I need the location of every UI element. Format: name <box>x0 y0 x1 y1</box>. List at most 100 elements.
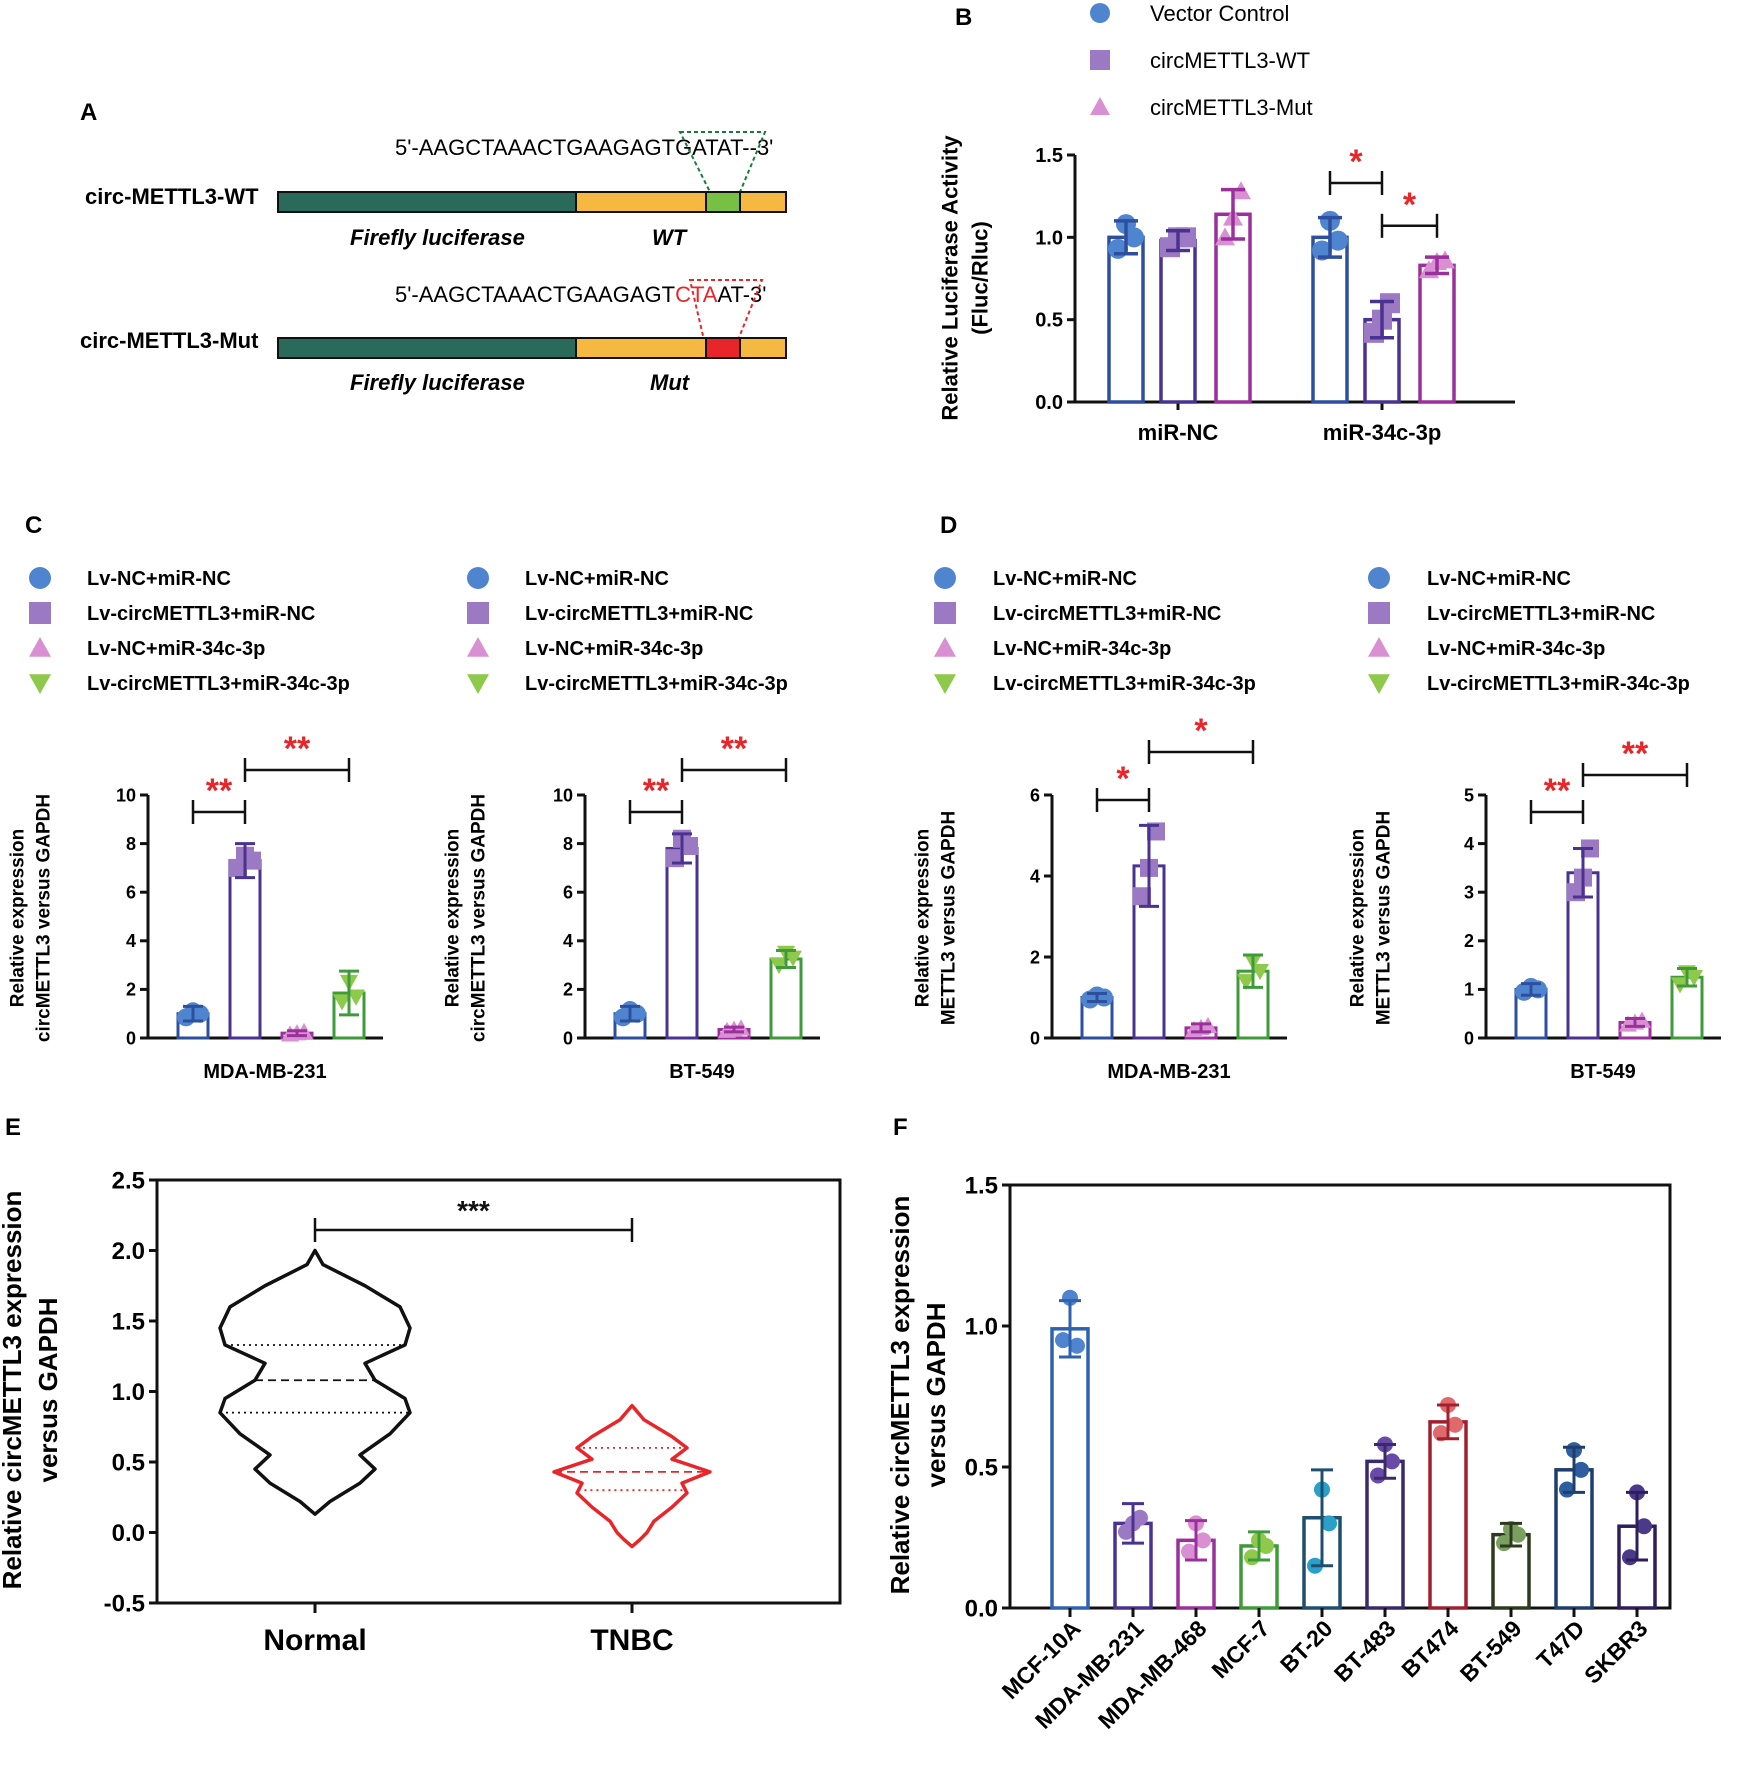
y-tick-label: 8 <box>126 834 136 854</box>
y-tick-label: 0 <box>126 1028 136 1048</box>
wt-utr-segment <box>575 191 707 213</box>
data-point <box>1573 1461 1589 1478</box>
data-point <box>1237 974 1255 991</box>
legend-label: Lv-NC+miR-NC <box>525 568 669 590</box>
data-point <box>1258 1537 1274 1554</box>
sig-label: * <box>1349 143 1363 181</box>
violin-shape <box>552 1403 712 1549</box>
sig-label: ** <box>284 730 311 768</box>
y-tick-label: 1.0 <box>965 1313 998 1340</box>
y-tick-label: 1.0 <box>112 1379 145 1406</box>
x-axis-label: MDA-MB-231 <box>1107 1061 1230 1083</box>
construct-wt: 5'-AAGCTAAACTGAAGAGTGATAT--3' circ-METTL… <box>85 131 787 250</box>
wt-region-label: WT <box>652 225 688 250</box>
legend-marker <box>467 674 489 694</box>
data-point <box>333 994 351 1011</box>
legend-marker <box>934 602 956 624</box>
legend-marker <box>1368 602 1390 624</box>
y-axis-label: Relative circMETTL3 expression versus GAP… <box>0 1191 63 1590</box>
sig-label: *** <box>457 1195 490 1226</box>
y-tick-label: 0.0 <box>112 1520 145 1547</box>
data-point <box>191 1004 209 1023</box>
legend-luciferase: Vector Control circMETTL3-WT circMETTL3-Mu… <box>1090 1 1313 120</box>
data-point <box>243 851 261 870</box>
y-tick-label: 0.5 <box>965 1454 998 1481</box>
bar <box>1107 235 1145 404</box>
y-tick-label: 0.5 <box>1035 310 1063 332</box>
data-point <box>1435 250 1455 269</box>
y-axis-label: Relative Luciferase Activity (Fluc/Rluc) <box>938 135 993 421</box>
legend-label: circMETTL3-WT <box>1150 48 1310 73</box>
data-point <box>1132 1509 1148 1526</box>
y-tick-label: 0.5 <box>112 1449 145 1476</box>
x-category-label: MDA-MB-231 <box>1030 1615 1149 1734</box>
bar <box>769 957 803 1040</box>
y-tick-label: 4 <box>126 931 136 951</box>
y-tick-label: -0.5 <box>104 1590 145 1617</box>
legend-label: Lv-NC+miR-34c-3p <box>87 638 265 660</box>
mut-firefly-segment <box>277 337 577 359</box>
legend-label: circMETTL3-Mut <box>1150 95 1313 120</box>
y-tick-label: 6 <box>1030 785 1040 805</box>
data-point <box>1321 1515 1337 1532</box>
bar <box>1311 235 1349 404</box>
chart-mettl3-mda: 0 2 4 6 Relative expression METTL3 versus GAP… <box>913 712 1287 1083</box>
mut-firefly-label: Firefly luciferase <box>350 370 525 395</box>
legend-label: Lv-circMETTL3+miR-NC <box>993 603 1221 625</box>
wt-construct-name: circ-METTL3-WT <box>85 184 259 209</box>
bar <box>1050 1327 1090 1610</box>
y-tick-label: 0 <box>563 1028 573 1048</box>
y-tick-label: 4 <box>563 931 573 951</box>
chart-circmettl3-mda: 0 2 4 6 8 10 Relative expression circMETTL3 ver… <box>8 730 383 1083</box>
data-point <box>628 1004 646 1023</box>
sig-label: * <box>1116 760 1130 798</box>
y-tick-label: 2 <box>126 980 136 1000</box>
violin-shape <box>218 1248 412 1516</box>
legend-label: Lv-circMETTL3+miR-34c-3p <box>1427 673 1690 695</box>
wt-firefly-segment <box>277 191 577 213</box>
data-point <box>1685 970 1703 987</box>
data-point <box>1384 1453 1400 1470</box>
data-point <box>1510 1526 1526 1543</box>
y-tick-label: 2.0 <box>112 1238 145 1265</box>
legend-panel-c: Lv-NC+miR-NC Lv-circMETTL3+miR-NC Lv-NC+mi… <box>29 567 788 695</box>
y-tick-label: 2 <box>563 980 573 1000</box>
x-category-label: miR-NC <box>1138 420 1219 445</box>
data-point <box>1447 1416 1463 1433</box>
mut-construct-name: circ-METTL3-Mut <box>80 328 259 353</box>
chart-violin: -0.5 0.0 0.5 1.0 1.5 2.0 2.5 Relative circMETTL… <box>0 1167 842 1657</box>
data-point <box>1147 822 1165 841</box>
wt-utr-tail <box>739 191 787 213</box>
y-tick-label: 0.0 <box>1035 392 1063 414</box>
bar <box>1365 1459 1405 1610</box>
sig-label: ** <box>206 772 233 810</box>
data-point <box>1133 887 1151 906</box>
y-tick-label: 3 <box>1464 883 1474 903</box>
legend-label: Lv-NC+miR-NC <box>1427 568 1571 590</box>
panel-letter-a: A <box>80 99 97 126</box>
legend-label: Lv-NC+miR-34c-3p <box>525 638 703 660</box>
y-tick-label: 6 <box>126 883 136 903</box>
bar <box>1159 238 1197 404</box>
x-category-label: miR-34c-3p <box>1323 420 1442 445</box>
y-tick-label: 0 <box>1464 1028 1474 1048</box>
x-axis-label: MDA-MB-231 <box>203 1061 326 1083</box>
x-category-label: MDA-MB-468 <box>1093 1615 1212 1734</box>
y-axis-label: Relative expression circMETTL3 versus GAP… <box>8 794 55 1042</box>
sig-label: ** <box>1544 772 1571 810</box>
legend-panel-d: Lv-NC+miR-NC Lv-circMETTL3+miR-NC Lv-NC+mi… <box>934 567 1690 695</box>
legend-marker <box>1090 50 1110 70</box>
y-tick-label: 4 <box>1030 866 1040 886</box>
sig-label: ** <box>721 730 748 768</box>
y-axis-label: Relative circMETTL3 expression versus GAP… <box>885 1196 951 1595</box>
legend-marker <box>29 602 51 624</box>
data-point <box>1069 1337 1085 1354</box>
y-tick-label: 4 <box>1464 834 1474 854</box>
legend-label: Lv-NC+miR-NC <box>993 568 1137 590</box>
legend-label: Lv-circMETTL3+miR-34c-3p <box>87 673 350 695</box>
chart-cell-lines: 0.0 0.5 1.0 1.5 Relative circMETTL3 expressi… <box>885 1172 1672 1734</box>
y-tick-label: 0.0 <box>965 1595 998 1622</box>
data-point <box>1195 1532 1211 1549</box>
mut-site: CTA <box>675 282 718 307</box>
legend-marker <box>1368 674 1390 694</box>
